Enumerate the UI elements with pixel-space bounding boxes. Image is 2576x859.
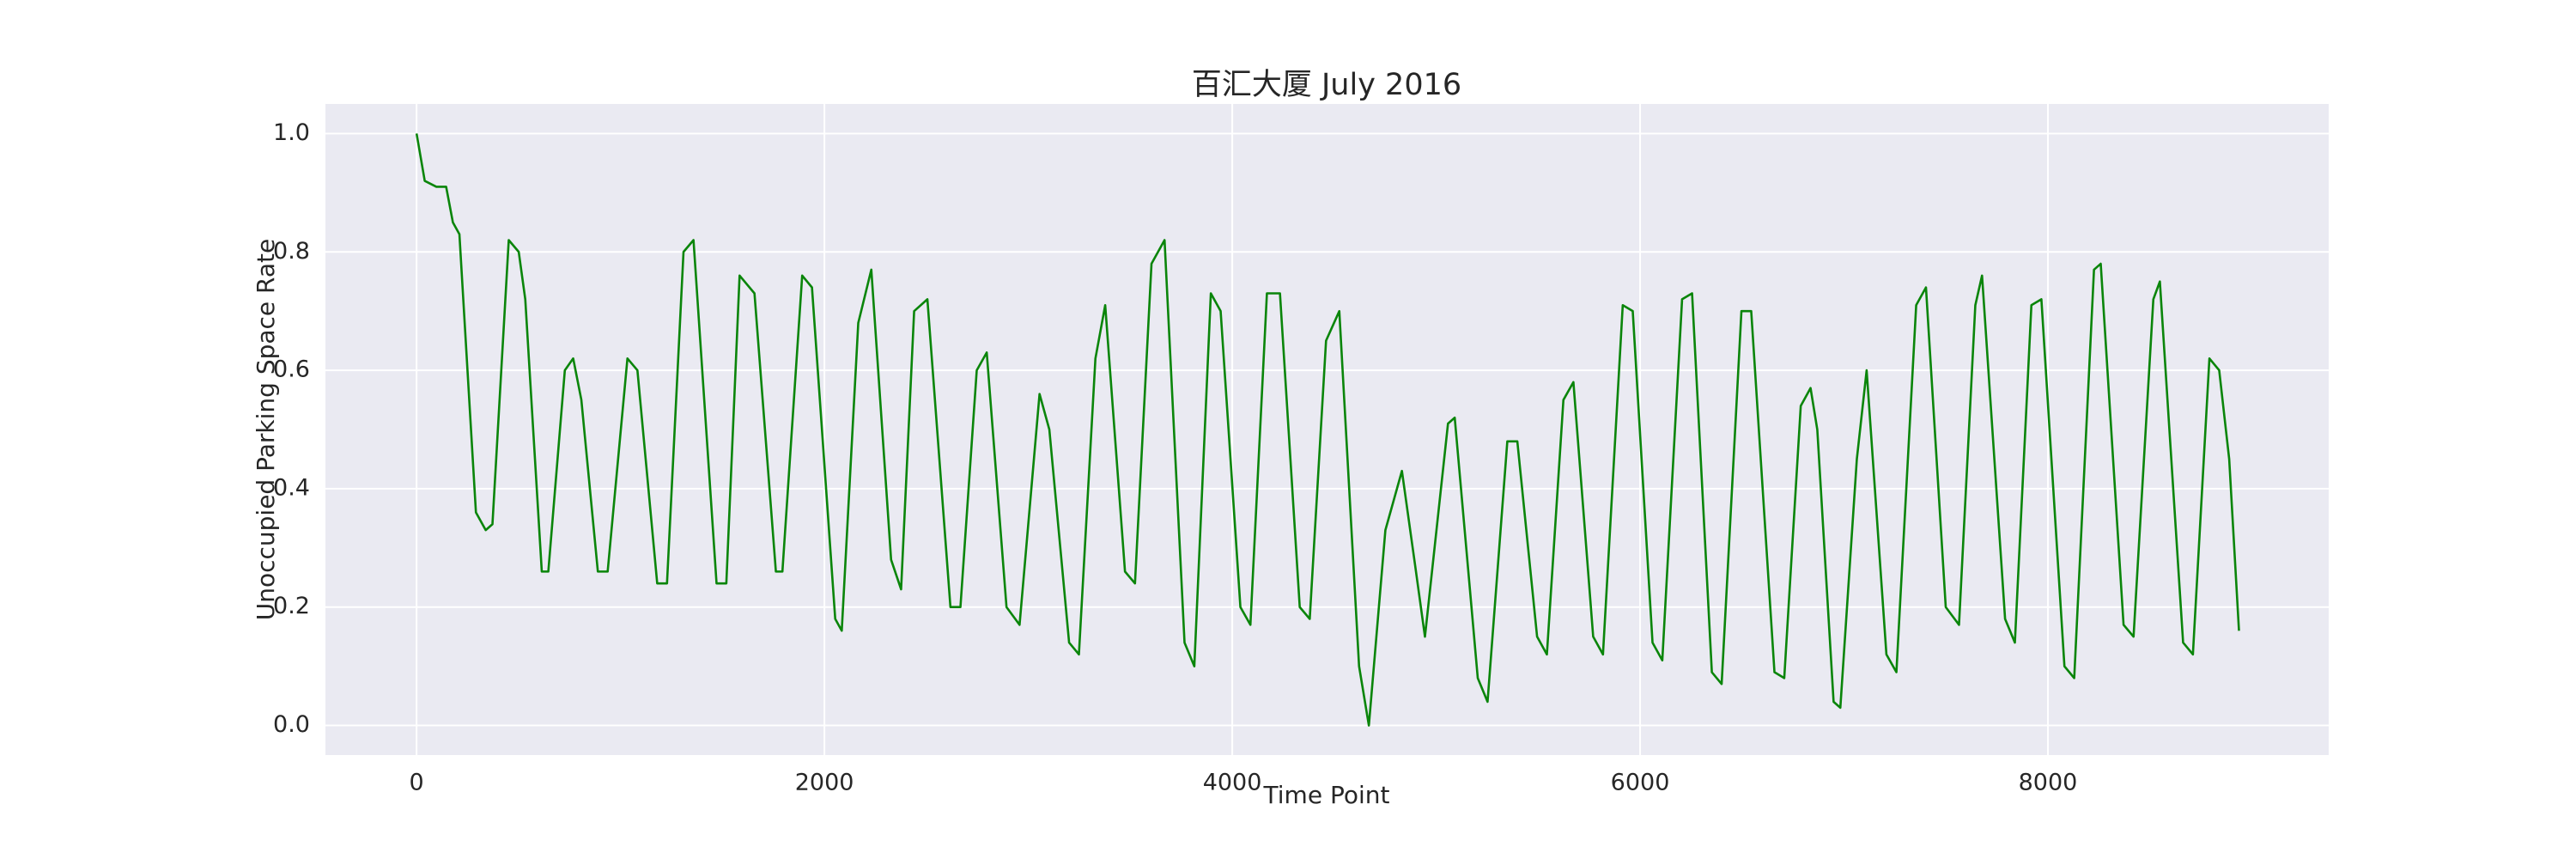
x-tick-label: 8000 — [2019, 770, 2078, 796]
y-axis-label: Unoccupied Parking Space Rate — [252, 239, 280, 621]
x-tick-label: 0 — [410, 770, 424, 796]
y-tick-label: 0.8 — [273, 238, 310, 265]
grid — [325, 104, 2329, 755]
x-tick-label: 6000 — [1611, 770, 1670, 796]
x-tick-label: 2000 — [795, 770, 854, 796]
x-tick-label: 4000 — [1203, 770, 1262, 796]
chart-title: 百汇大厦 July 2016 — [1192, 68, 1461, 102]
y-tick-label: 0.0 — [273, 711, 310, 738]
y-tick-label: 0.6 — [273, 356, 310, 383]
marks — [415, 133, 2240, 727]
data-line — [415, 133, 2240, 727]
x-axis-label: Time Point — [1263, 781, 1390, 809]
y-tick-label: 0.4 — [273, 474, 310, 501]
y-tick-label: 0.2 — [273, 593, 310, 619]
plot-area — [325, 104, 2329, 755]
y-tick-label: 1.0 — [273, 119, 310, 146]
